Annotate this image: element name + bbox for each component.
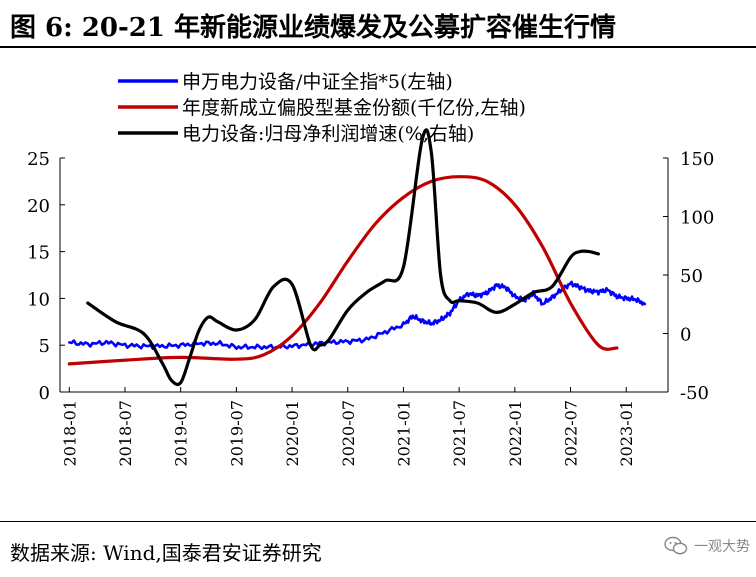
x-tick-label: 2022-07 xyxy=(562,400,581,466)
right-y-tick-label: 100 xyxy=(680,208,714,229)
x-tick-label: 2022-01 xyxy=(506,400,525,466)
watermark: 一观大势 xyxy=(664,531,750,561)
watermark-text: 一观大势 xyxy=(694,539,750,555)
legend-label: 电力设备:归母净利润增速(%,右轴) xyxy=(182,123,474,145)
x-tick-label: 2021-07 xyxy=(450,400,469,466)
right-y-tick-label: 0 xyxy=(680,325,691,346)
x-tick-label: 2021-01 xyxy=(394,400,413,466)
left-y-tick-label: 20 xyxy=(27,196,50,217)
right-y-tick-label: 50 xyxy=(680,266,703,287)
blue-index-line xyxy=(68,280,647,351)
title-bar: 图 6: 20-21 年新能源业绩爆发及公募扩容催生行情 xyxy=(0,0,756,46)
right-y-tick-label: 150 xyxy=(680,149,714,170)
legend-label: 年度新成立偏股型基金份额(千亿份,左轴) xyxy=(182,97,526,119)
left-y-tick-label: 0 xyxy=(39,383,50,404)
x-tick-label: 2023-01 xyxy=(617,400,636,466)
title-divider xyxy=(0,46,756,48)
page-title: 图 6: 20-21 年新能源业绩爆发及公募扩容催生行情 xyxy=(10,13,616,43)
x-tick-label: 2018-07 xyxy=(116,400,135,466)
left-y-tick-label: 5 xyxy=(39,336,50,357)
x-tick-label: 2020-07 xyxy=(339,400,358,466)
x-tick-label: 2020-01 xyxy=(283,400,302,466)
left-y-tick-label: 15 xyxy=(27,243,50,264)
x-tick-label: 2019-01 xyxy=(172,400,191,466)
source-note: 数据来源: Wind,国泰君安证券研究 xyxy=(10,541,322,565)
x-tick-label: 2019-07 xyxy=(227,400,246,466)
red-fund-share-line xyxy=(67,175,619,366)
legend-label: 申万电力设备/中证全指*5(左轴) xyxy=(182,71,453,93)
wechat-icon xyxy=(664,536,688,555)
x-tick-label: 2018-01 xyxy=(60,400,79,466)
left-y-tick-label: 25 xyxy=(27,149,50,170)
chart-axes: 0 5 10 15 20 25 -50 0 50 100 150 2018-01 2018-07 2019… xyxy=(27,149,714,466)
black-profit-growth-line xyxy=(86,128,600,387)
line-chart: 申万电力设备/中证全指*5(左轴) 年度新成立偏股型基金份额(千亿份,左轴) 电力设… xyxy=(27,71,714,466)
right-y-tick-label: -50 xyxy=(680,383,709,404)
chart-area: 申万电力设备/中证全指*5(左轴) 年度新成立偏股型基金份额(千亿份,左轴) 电力设… xyxy=(0,50,756,520)
left-y-tick-label: 10 xyxy=(27,289,50,310)
chart-legend: 申万电力设备/中证全指*5(左轴) 年度新成立偏股型基金份额(千亿份,左轴) 电力设… xyxy=(118,71,526,145)
chart-lines xyxy=(67,128,647,387)
footer-divider xyxy=(0,521,756,522)
